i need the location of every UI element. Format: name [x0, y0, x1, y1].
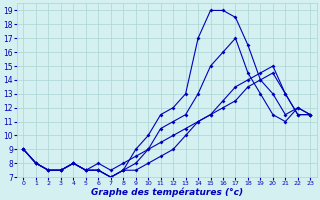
- X-axis label: Graphe des températures (°c): Graphe des températures (°c): [91, 187, 243, 197]
